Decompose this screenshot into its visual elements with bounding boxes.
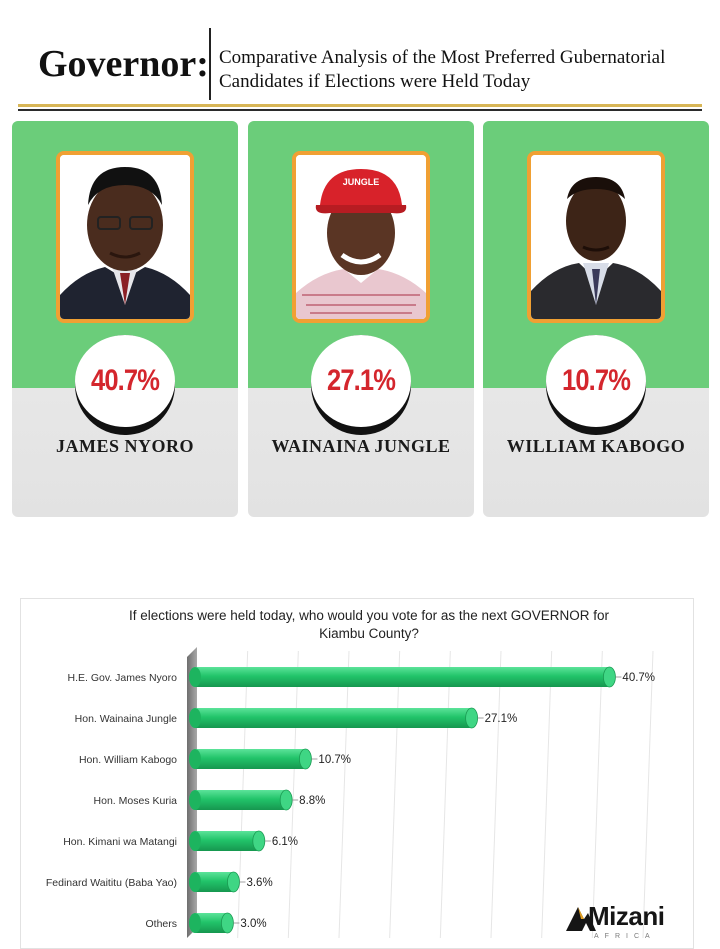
bar <box>195 831 257 851</box>
logo-subtext: AFRICA <box>594 933 656 940</box>
bar-chart: H.E. Gov. James Nyoro 40.7% Hon. Wainaina … <box>46 647 655 939</box>
bar-end-cap <box>220 912 234 934</box>
bar-start-cap <box>189 790 201 810</box>
bar <box>195 913 226 933</box>
grid-line <box>541 650 553 939</box>
mountain-logo-icon <box>566 907 596 931</box>
bar-end-cap <box>227 871 240 893</box>
candidate-card-jungle: JUNGLE 27.1% WAINAINA JUNGLE <box>248 121 474 517</box>
category-label: H.E. Gov. James Nyoro <box>67 672 177 684</box>
candidate-card-nyoro: 40.7% JAMES NYORO <box>12 121 238 517</box>
category-label: Hon. Kimani wa Matangi <box>63 836 177 848</box>
person-portrait-icon <box>296 155 426 319</box>
percent-badge: 27.1% <box>311 335 411 435</box>
value-label: 27.1% <box>485 713 518 725</box>
title-divider <box>209 28 211 100</box>
bar-end-cap <box>279 789 293 811</box>
page-subtitle: Comparative Analysis of the Most Preferr… <box>219 46 709 94</box>
bar <box>195 667 608 687</box>
grid-line <box>287 650 299 939</box>
grid-line <box>490 650 502 939</box>
value-label: 3.6% <box>246 877 272 889</box>
candidate-name: WILLIAM KABOGO <box>506 436 686 456</box>
chart-title-line-1: If elections were held today, who would … <box>129 608 609 623</box>
bar-start-cap <box>189 872 201 892</box>
value-label: 3.0% <box>240 918 266 930</box>
percent-value: 10.7% <box>561 364 631 397</box>
bar <box>195 790 285 810</box>
header-rule-gold <box>18 104 702 107</box>
person-portrait-icon <box>531 155 661 319</box>
mizani-logo: Mizani AFRICA <box>564 895 684 945</box>
value-label: 6.1% <box>272 836 298 848</box>
bar-end-cap <box>465 707 479 729</box>
grid-line <box>338 650 350 939</box>
header-rule-dark <box>18 109 702 111</box>
candidate-name: JAMES NYORO <box>55 436 194 456</box>
category-label: Fedinard Waititu (Baba Yao) <box>46 877 177 889</box>
person-portrait-icon <box>60 155 190 319</box>
bar-start-cap <box>189 831 201 851</box>
subtitle-line-1: Comparative Analysis of the Most Preferr… <box>219 47 666 68</box>
candidate-card-kabogo: 10.7% WILLIAM KABOGO <box>483 121 709 517</box>
value-label: 40.7% <box>622 672 655 684</box>
grid-line <box>439 650 451 939</box>
value-label: 10.7% <box>318 754 351 766</box>
value-label: 8.8% <box>299 795 325 807</box>
chart-title-line-2: Kiambu County? <box>319 626 419 641</box>
bar <box>195 872 232 892</box>
bar-start-cap <box>189 749 201 769</box>
candidate-photo <box>527 151 665 323</box>
percent-value: 40.7% <box>90 364 160 397</box>
category-label: Hon. William Kabogo <box>79 754 177 766</box>
bar <box>195 749 304 769</box>
bar-start-cap <box>189 913 201 933</box>
bar-end-cap <box>299 748 312 770</box>
candidate-name: WAINAINA JUNGLE <box>271 436 451 456</box>
candidate-photo <box>56 151 194 323</box>
candidate-photo: JUNGLE <box>292 151 430 323</box>
category-label: Others <box>145 918 177 930</box>
page-title: Governor: <box>38 43 209 85</box>
percent-value: 27.1% <box>326 364 396 397</box>
bar-end-cap <box>603 666 616 688</box>
subtitle-line-2: Candidates if Elections were Held Today <box>219 71 531 92</box>
chart-title: If elections were held today, who would … <box>81 607 657 643</box>
category-label: Hon. Wainaina Jungle <box>75 713 177 725</box>
grid-line <box>389 650 401 939</box>
bar <box>195 708 470 728</box>
bar-start-cap <box>189 708 201 728</box>
bar-end-cap <box>252 830 266 852</box>
bar-start-cap <box>189 667 201 687</box>
grid-line <box>591 650 603 939</box>
percent-badge: 10.7% <box>546 335 646 435</box>
percent-badge: 40.7% <box>75 335 175 435</box>
chart-panel: If elections were held today, who would … <box>20 598 694 949</box>
logo-text: Mizani <box>588 901 665 931</box>
cap-text: JUNGLE <box>342 177 380 187</box>
grid-line <box>642 650 654 939</box>
category-label: Hon. Moses Kuria <box>94 795 178 807</box>
